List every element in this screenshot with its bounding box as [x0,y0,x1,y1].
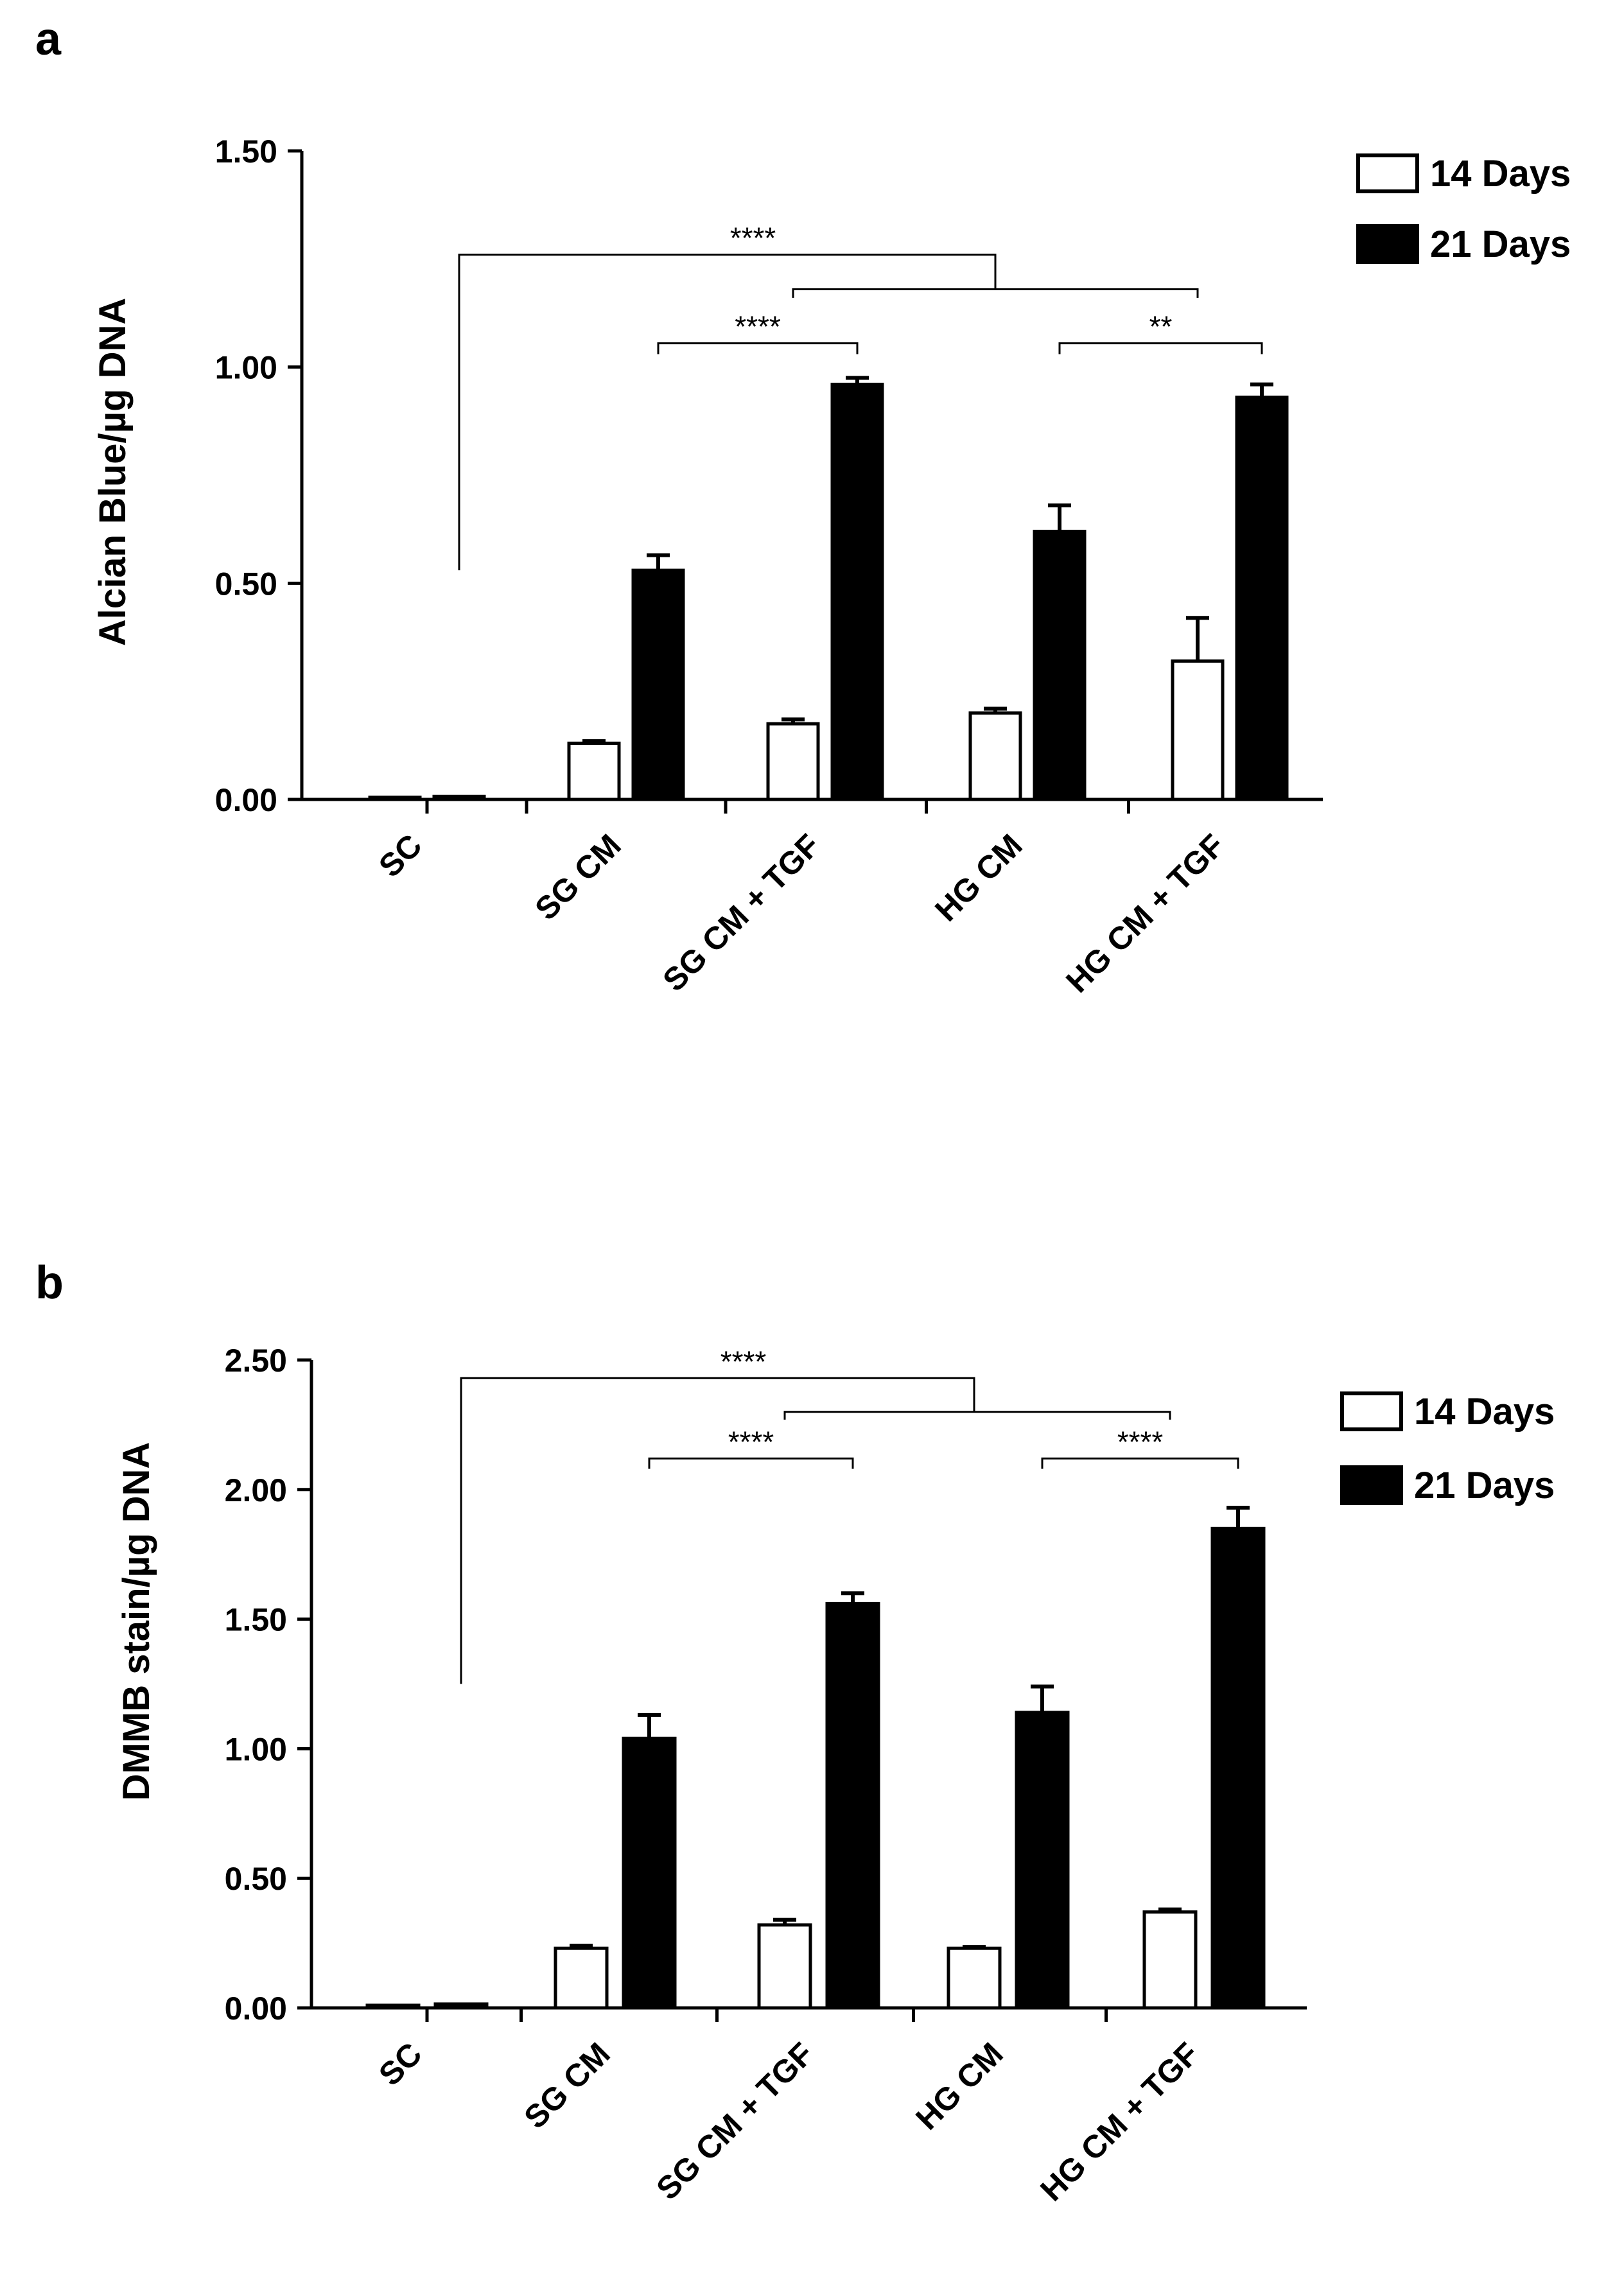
bar [766,722,820,801]
bar [365,2003,421,2010]
legend-swatch [1340,1391,1403,1431]
legend-label: 21 Days [1430,223,1571,265]
legend-label: 21 Days [1414,1465,1555,1506]
panel-b: b DMMB stain/µg DNA 0.00 0.50 1.00 1.50 2.00… [35,1257,1555,2208]
panel-a: a Alcian Blue/µg DNA 0.00 0.50 1.00 1.50 SC S… [35,13,1571,1000]
legend-swatch [1356,224,1419,264]
bar [433,2002,489,2010]
significance-label: **** [730,222,776,255]
y-tick-label: 2.00 [225,1472,287,1508]
x-tick-label: HG CM [909,2036,1009,2136]
significance-bracket [1058,342,1263,354]
panel-letter-b: b [35,1257,64,1309]
bar [947,1946,1002,2010]
y-tick-label: 0.00 [215,782,277,818]
y-axis-label-b: DMMB stain/µg DNA [116,1442,157,1801]
legend-swatch [1340,1465,1403,1505]
y-tick-label: 1.00 [225,1731,287,1767]
x-tick-label: SC [372,2036,429,2093]
significance-label: **** [1117,1425,1164,1458]
bar [830,383,884,801]
bar [554,1946,609,2010]
significance-bracket [648,1457,854,1469]
bar [631,568,685,801]
bar [1235,396,1289,801]
y-tick-label: 1.00 [215,350,277,386]
bar [368,796,422,801]
significance-label: **** [728,1425,774,1458]
bar [825,1601,880,2010]
significance-bracket [792,288,1199,298]
x-tick-label: HG CM [928,827,1029,928]
x-tick-label: SG CM + TGF [656,827,826,998]
y-tick-label: 0.50 [225,1861,287,1897]
bar [1033,530,1087,801]
significance-bracket [460,1377,975,1684]
y-tick-label: 1.50 [225,1602,287,1638]
y-axis-label-a: Alcian Blue/µg DNA [92,298,134,647]
x-tick-label: SG CM [517,2036,616,2135]
panel-letter-a: a [35,13,62,65]
significance-bracket [783,1411,1171,1420]
x-tick-label: HG CM + TGF [1059,827,1231,999]
legend-label: 14 Days [1430,153,1571,195]
legend-label: 14 Days [1414,1391,1555,1433]
significance-label: **** [735,310,781,344]
x-tick-label: HG CM + TGF [1033,2036,1205,2208]
significance-bracket [1041,1457,1239,1469]
bar [567,741,621,801]
x-tick-label: SG CM [528,827,627,927]
bar [968,711,1022,801]
bar [1171,659,1225,801]
x-tick-label: SC [372,827,429,884]
y-tick-label: 0.50 [215,566,277,602]
y-tick-label: 2.50 [225,1343,287,1379]
bar [1015,1711,1070,2010]
bar [622,1736,677,2010]
significance-label: **** [720,1345,767,1378]
significance-bracket [657,342,859,354]
significance-label: ** [1149,310,1173,344]
significance-bracket [458,254,997,571]
legend-swatch [1356,153,1419,193]
y-tick-label: 0.00 [225,1991,287,2027]
y-tick-label: 1.50 [215,134,277,170]
bar [1210,1526,1266,2010]
x-tick-label: SG CM + TGF [649,2036,820,2206]
bar [757,1923,812,2010]
bar [1142,1910,1198,2010]
bar [432,794,486,801]
